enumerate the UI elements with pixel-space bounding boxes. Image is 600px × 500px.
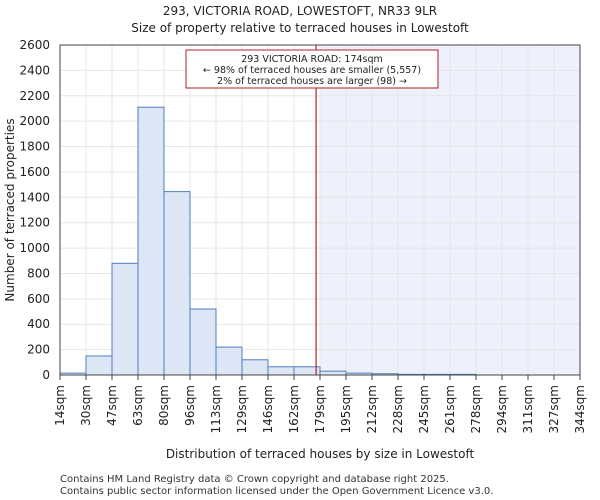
annotation-line-1: 293 VICTORIA ROAD: 174sqm — [241, 54, 383, 65]
annotation-line-3: 2% of terraced houses are larger (98) → — [217, 76, 407, 87]
x-tick-label: 245sqm — [417, 385, 431, 433]
y-tick-label: 2000 — [19, 114, 50, 128]
x-tick-label: 228sqm — [391, 385, 405, 433]
x-tick-label: 294sqm — [495, 385, 509, 433]
x-tick-label: 129sqm — [235, 385, 249, 433]
histogram-bar — [215, 346, 243, 376]
x-tick-label: 212sqm — [365, 385, 379, 433]
x-tick-label: 47sqm — [105, 385, 119, 426]
y-tick-label: 2600 — [19, 38, 50, 52]
y-tick-label: 1800 — [19, 140, 50, 154]
x-tick-label: 162sqm — [287, 385, 301, 433]
y-tick-label: 1200 — [19, 216, 50, 230]
x-tick-label: 311sqm — [521, 385, 535, 433]
x-tick-label: 14sqm — [53, 385, 67, 426]
y-tick-label: 200 — [27, 343, 50, 357]
y-tick-label: 600 — [27, 292, 50, 306]
x-tick-label: 30sqm — [79, 385, 93, 426]
y-tick-label: 1600 — [19, 165, 50, 179]
histogram-bar — [241, 359, 269, 376]
footer-line-2: Contains public sector information licen… — [60, 486, 494, 497]
x-tick-label: 96sqm — [183, 385, 197, 426]
y-tick-label: 1000 — [19, 241, 50, 255]
chart-subtitle: Size of property relative to terraced ho… — [131, 21, 469, 35]
annotation-box — [185, 49, 439, 89]
y-tick-label: 1400 — [19, 190, 50, 204]
histogram-bar — [111, 262, 139, 376]
footer-line-1: Contains HM Land Registry data © Crown c… — [60, 474, 449, 485]
x-tick-label: 63sqm — [131, 385, 145, 426]
y-tick-label: 2200 — [19, 89, 50, 103]
y-tick-label: 0 — [42, 368, 50, 382]
x-tick-label: 195sqm — [339, 385, 353, 433]
x-tick-label: 261sqm — [443, 385, 457, 433]
x-tick-label: 113sqm — [209, 385, 223, 433]
x-tick-label: 344sqm — [573, 385, 587, 433]
histogram-bar — [137, 106, 165, 376]
histogram-bar — [189, 308, 217, 376]
y-tick-label: 400 — [27, 317, 50, 331]
x-axis-label: Distribution of terraced houses by size … — [166, 447, 475, 461]
x-tick-label: 146sqm — [261, 385, 275, 433]
x-tick-label: 80sqm — [157, 385, 171, 426]
x-tick-label: 327sqm — [547, 385, 561, 433]
x-tick-label: 179sqm — [313, 385, 327, 433]
annotation-line-2: ← 98% of terraced houses are smaller (5,… — [203, 65, 421, 76]
chart-title: 293, VICTORIA ROAD, LOWESTOFT, NR33 9LR — [162, 4, 438, 18]
histogram-bar — [319, 370, 347, 376]
y-tick-label: 2400 — [19, 63, 50, 77]
x-tick-label: 278sqm — [469, 385, 483, 433]
histogram-bar — [85, 355, 113, 376]
histogram-bar — [267, 366, 295, 376]
y-tick-label: 800 — [27, 266, 50, 280]
histogram-bar — [163, 191, 191, 376]
y-axis-label: Number of terraced properties — [3, 118, 17, 301]
